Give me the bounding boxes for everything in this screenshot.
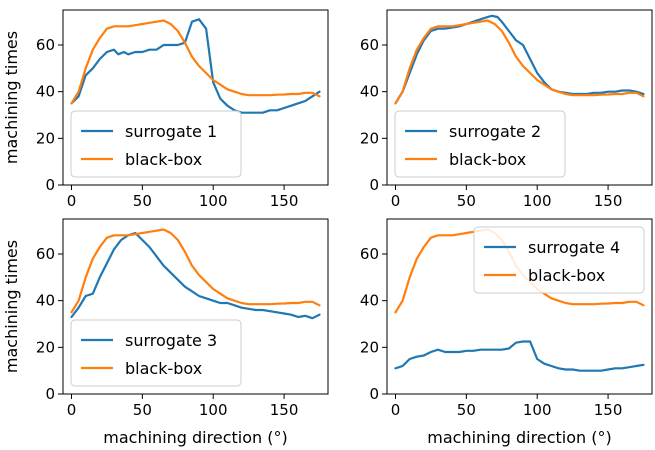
x-tick-label: 150 — [270, 401, 299, 419]
legend-box — [70, 319, 242, 387]
y-tick-label: 20 — [36, 338, 55, 356]
y-tick-label: 20 — [360, 338, 379, 356]
legend-box — [394, 110, 566, 178]
legend-label: black-box — [125, 359, 202, 378]
legend-label: black-box — [449, 150, 526, 169]
x-tick-label: 150 — [594, 401, 623, 419]
series-line-surrogate — [70, 231, 321, 320]
y-tick-label: 20 — [36, 129, 55, 147]
y-tick-label: 40 — [360, 292, 379, 310]
y-tick-label: 40 — [36, 83, 55, 101]
x-tick-label: 0 — [67, 401, 77, 419]
x-tick-label: 150 — [594, 192, 623, 210]
x-tick-label: 50 — [457, 401, 476, 419]
axes-frame — [62, 218, 329, 395]
y-tick-label: 0 — [45, 176, 55, 194]
series-line-surrogate — [70, 18, 321, 114]
y-tick-label: 20 — [360, 129, 379, 147]
legend-label: surrogate 4 — [528, 238, 620, 257]
series-group — [394, 14, 645, 105]
legend: surrogate 1 black-box — [70, 110, 242, 178]
x-tick-label: 50 — [457, 192, 476, 210]
x-axis-label: machining direction (°) — [103, 428, 287, 447]
legend-label: surrogate 2 — [449, 122, 541, 141]
legend-label: surrogate 1 — [125, 122, 217, 141]
x-tick-label: 50 — [133, 192, 152, 210]
legend-box — [473, 226, 645, 294]
x-tick-label: 100 — [523, 192, 552, 210]
series-line-surrogate — [394, 340, 645, 372]
subplot-3: 0 50 100 150 0 20 40 60 machining times machining… — [2, 218, 329, 447]
legend: surrogate 4 black-box — [473, 226, 645, 294]
legend-box — [70, 110, 242, 178]
series-line-black-box — [70, 228, 321, 314]
subplot-4: 0 50 100 150 0 20 40 60 machining direction (°) s… — [360, 218, 653, 447]
y-tick-label: 0 — [369, 176, 379, 194]
legend: surrogate 3 black-box — [70, 319, 242, 387]
axes-frame — [62, 9, 329, 186]
x-tick-label: 100 — [199, 401, 228, 419]
legend: surrogate 2 black-box — [394, 110, 566, 178]
y-tick-label: 60 — [36, 245, 55, 263]
y-tick-label: 0 — [369, 385, 379, 403]
y-tick-label: 0 — [45, 385, 55, 403]
y-tick-label: 40 — [36, 292, 55, 310]
x-tick-label: 100 — [523, 401, 552, 419]
y-axis-label: machining times — [2, 31, 21, 164]
x-tick-label: 0 — [391, 401, 401, 419]
subplot-1: 0 50 100 150 0 20 40 60 machining times surrogate… — [2, 9, 329, 210]
subplot-2: 0 50 100 150 0 20 40 60 surrogate 2 black-box — [360, 9, 653, 210]
series-group — [70, 18, 321, 114]
axes-frame — [386, 218, 653, 395]
x-axis-label: machining direction (°) — [427, 428, 611, 447]
x-tick-label: 50 — [133, 401, 152, 419]
axes-frame — [386, 9, 653, 186]
x-tick-label: 0 — [67, 192, 77, 210]
x-tick-label: 100 — [199, 192, 228, 210]
y-tick-label: 60 — [360, 245, 379, 263]
y-axis-label: machining times — [2, 240, 21, 373]
series-line-surrogate — [394, 14, 645, 105]
legend-label: black-box — [125, 150, 202, 169]
series-line-black-box — [70, 19, 321, 105]
series-line-black-box — [394, 19, 645, 105]
series-group — [70, 228, 321, 320]
x-tick-label: 150 — [270, 192, 299, 210]
y-tick-label: 60 — [360, 36, 379, 54]
x-tick-label: 0 — [391, 192, 401, 210]
y-tick-label: 60 — [36, 36, 55, 54]
y-tick-label: 40 — [360, 83, 379, 101]
legend-label: surrogate 3 — [125, 331, 217, 350]
legend-label: black-box — [528, 266, 605, 285]
